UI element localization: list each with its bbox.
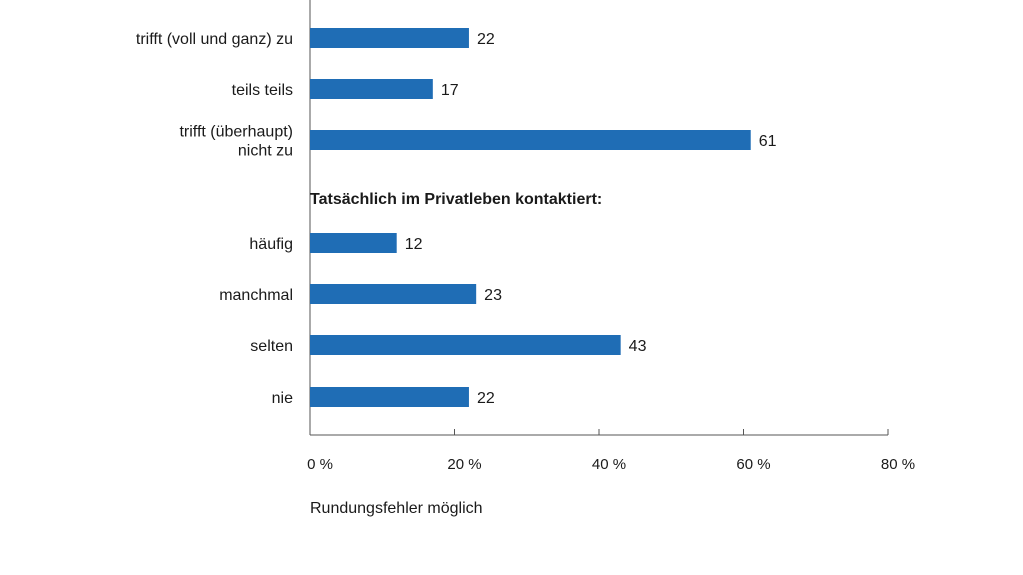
bar xyxy=(310,387,469,407)
category-label: trifft (voll und ganz) zu xyxy=(136,31,293,48)
x-tick-label: 60 % xyxy=(736,456,770,473)
value-label: 23 xyxy=(484,287,502,304)
bar xyxy=(310,284,477,304)
category-label: teils teils xyxy=(232,82,293,99)
x-tick-label: 20 % xyxy=(447,456,481,473)
section-title: Tatsächlich im Privatleben kontaktiert: xyxy=(310,191,602,208)
x-tick-label: 40 % xyxy=(592,456,626,473)
value-label: 17 xyxy=(441,82,459,99)
x-tick-label: 80 % xyxy=(881,456,915,473)
category-label: häufig xyxy=(249,236,293,253)
bar xyxy=(310,130,751,150)
value-label: 22 xyxy=(477,390,495,407)
value-label: 22 xyxy=(477,31,495,48)
bar xyxy=(310,233,397,253)
bar xyxy=(310,28,469,48)
category-label: nie xyxy=(272,390,293,407)
value-label: 43 xyxy=(629,338,647,355)
bar xyxy=(310,79,433,99)
category-label: manchmal xyxy=(219,287,293,304)
value-label: 12 xyxy=(405,236,423,253)
bar xyxy=(310,335,621,355)
value-label: 61 xyxy=(759,133,777,150)
category-label: selten xyxy=(250,338,293,355)
category-label: trifft (überhaupt) nicht zu xyxy=(179,124,293,160)
x-tick-label: 0 % xyxy=(307,456,333,473)
footnote: Rundungsfehler möglich xyxy=(310,500,483,517)
